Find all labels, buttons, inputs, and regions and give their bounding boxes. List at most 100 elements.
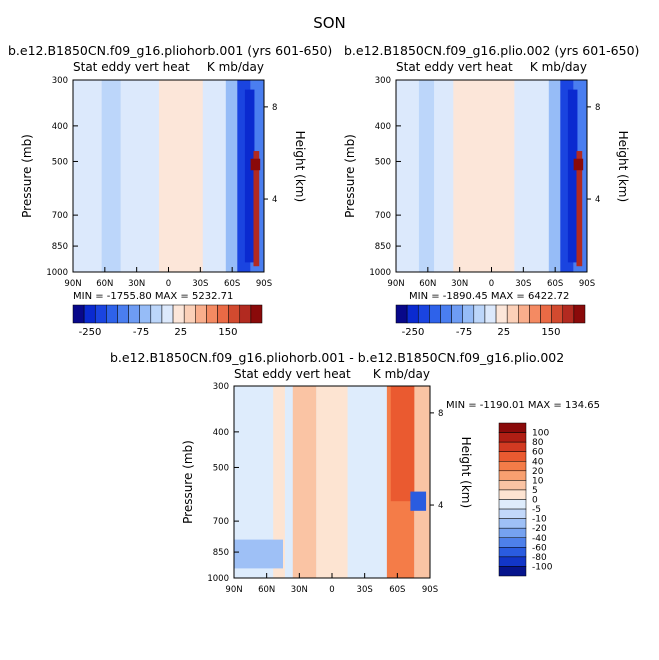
colorbar-swatch bbox=[498, 432, 527, 443]
field-band bbox=[453, 80, 515, 272]
colorbar-label: 25 bbox=[497, 327, 510, 338]
field-band bbox=[390, 386, 415, 502]
colorbar-label: 40 bbox=[532, 457, 544, 467]
colorbar-label: -100 bbox=[532, 562, 553, 572]
field-band bbox=[273, 386, 285, 578]
x-tick-label: 30S bbox=[357, 585, 373, 595]
y2-tick-label: 8 bbox=[272, 103, 277, 113]
colorbar-label: -40 bbox=[532, 534, 547, 544]
panel-3-title: b.e12.B1850CN.f09_g16.pliohorb.001 - b.e… bbox=[110, 350, 565, 365]
y2-tick-label: 8 bbox=[595, 103, 600, 113]
colorbar-swatch bbox=[498, 547, 527, 558]
y-tick-label: 500 bbox=[52, 157, 68, 167]
x-tick-label: 60N bbox=[258, 585, 275, 595]
y-tick-label: 300 bbox=[213, 382, 229, 392]
y-tick-label: 700 bbox=[52, 211, 68, 221]
panel-2-title: b.e12.B1850CN.f09_g16.plio.002 (yrs 601-… bbox=[344, 43, 640, 58]
field-band bbox=[359, 386, 387, 578]
x-tick-label: 30S bbox=[192, 279, 208, 289]
colorbar-swatch bbox=[498, 441, 527, 452]
field-band bbox=[284, 386, 293, 578]
y-tick-label: 850 bbox=[52, 242, 68, 252]
colorbar-label: 20 bbox=[532, 467, 544, 477]
colorbar-swatch bbox=[498, 489, 527, 500]
field-band bbox=[316, 386, 348, 578]
y-tick-label: 400 bbox=[375, 122, 391, 132]
colorbar-swatch bbox=[498, 556, 527, 567]
y-tick-label: 850 bbox=[213, 548, 229, 558]
colorbar-label: 150 bbox=[218, 327, 237, 338]
colorbar-label: -5 bbox=[532, 505, 541, 515]
x-tick-label: 90N bbox=[64, 279, 81, 289]
x-tick-label: 60S bbox=[389, 585, 405, 595]
field-band bbox=[567, 89, 578, 263]
min-max-stats: MIN = -1755.80 MAX = 5232.71 bbox=[73, 291, 233, 302]
field-band bbox=[347, 386, 360, 578]
units-label: K mb/day bbox=[373, 367, 430, 381]
field-band bbox=[548, 80, 561, 272]
field-band bbox=[396, 80, 419, 272]
x-tick-label: 60S bbox=[547, 279, 563, 289]
x-tick-label: 90S bbox=[256, 279, 272, 289]
y2-tick-label: 8 bbox=[438, 409, 443, 419]
field-band bbox=[410, 491, 427, 511]
colorbar-swatch bbox=[250, 304, 263, 324]
field-band bbox=[573, 158, 584, 171]
y-tick-label: 1000 bbox=[369, 268, 391, 278]
colorbar-swatch bbox=[498, 461, 527, 472]
field-band bbox=[434, 80, 454, 272]
min-max-stats: MIN = -1890.45 MAX = 6422.72 bbox=[409, 291, 569, 302]
colorbar-label: -250 bbox=[79, 327, 102, 338]
x-tick-label: 30S bbox=[515, 279, 531, 289]
field-band bbox=[576, 151, 583, 267]
colorbar-label: -75 bbox=[133, 327, 149, 338]
y2-tick-label: 4 bbox=[272, 195, 277, 205]
y2-axis-label: Height (km) bbox=[459, 437, 473, 508]
y-tick-label: 500 bbox=[213, 463, 229, 473]
y-tick-label: 400 bbox=[52, 122, 68, 132]
colorbar-swatch bbox=[498, 518, 527, 529]
colorbar-swatch bbox=[573, 304, 586, 324]
x-tick-label: 30N bbox=[128, 279, 145, 289]
y-axis-label: Pressure (mb) bbox=[20, 134, 34, 218]
panel-1-chart: Stat eddy vert heat K mb/day 90N 60N 30N 0 30S… bbox=[20, 60, 307, 338]
colorbar-swatch bbox=[498, 451, 527, 462]
x-tick-label: 0 bbox=[489, 279, 494, 289]
x-tick-label: 0 bbox=[329, 585, 334, 595]
colorbar-swatch bbox=[498, 499, 527, 510]
colorbar-label: 5 bbox=[532, 486, 538, 496]
colorbar-swatch bbox=[498, 566, 527, 577]
y2-tick-label: 4 bbox=[438, 501, 443, 511]
colorbar-label: 80 bbox=[532, 438, 544, 448]
colorbar-label: 150 bbox=[541, 327, 560, 338]
field-band bbox=[234, 539, 283, 569]
variable-label: Stat eddy vert heat bbox=[73, 60, 190, 74]
field-band bbox=[414, 386, 430, 578]
colorbar-label: -250 bbox=[402, 327, 425, 338]
colorbar-label: -10 bbox=[532, 515, 547, 525]
colorbar-label: -20 bbox=[532, 524, 547, 534]
colorbar-swatch bbox=[498, 470, 527, 481]
y2-tick-label: 4 bbox=[595, 195, 600, 205]
field-band bbox=[418, 80, 435, 272]
y-tick-label: 300 bbox=[375, 76, 391, 86]
field-band bbox=[101, 80, 121, 272]
x-tick-label: 30N bbox=[291, 585, 308, 595]
y-tick-label: 400 bbox=[213, 428, 229, 438]
colorbar-swatch bbox=[498, 537, 527, 548]
colorbar-label: 25 bbox=[174, 327, 187, 338]
variable-label: Stat eddy vert heat bbox=[234, 367, 351, 381]
colorbar-swatch bbox=[498, 527, 527, 538]
field-band bbox=[202, 80, 226, 272]
field-band bbox=[225, 80, 238, 272]
field-band bbox=[244, 89, 255, 263]
x-tick-label: 60S bbox=[224, 279, 240, 289]
colorbar-label: -80 bbox=[532, 553, 547, 563]
colorbar-label: -75 bbox=[456, 327, 472, 338]
field-band bbox=[73, 80, 102, 272]
units-label: K mb/day bbox=[530, 60, 587, 74]
field-band bbox=[120, 80, 159, 272]
y-tick-label: 1000 bbox=[207, 574, 229, 584]
